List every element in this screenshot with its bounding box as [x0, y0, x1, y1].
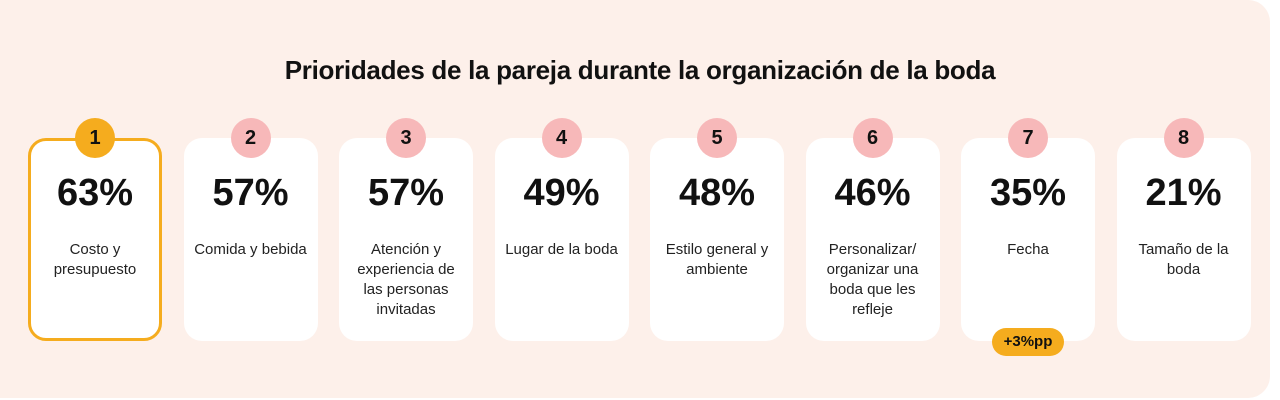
- percent-value: 57%: [367, 172, 445, 214]
- percent-value: 57%: [212, 172, 289, 214]
- page-title: Prioridades de la pareja durante la orga…: [284, 55, 996, 85]
- rank-badge: 5: [697, 118, 737, 158]
- priority-label: Fecha: [1007, 241, 1049, 258]
- percent-value: 46%: [834, 172, 911, 214]
- percent-value: 21%: [1145, 172, 1222, 214]
- priority-label: Tamaño de la boda: [1138, 241, 1229, 278]
- priority-label: Lugar de la boda: [505, 241, 618, 258]
- rank-badge: 8: [1163, 118, 1204, 158]
- priority-card: 4 49% Lugar de la boda: [494, 118, 629, 341]
- rank-badge: 6: [852, 118, 893, 158]
- rank-badge: 7: [1008, 118, 1048, 158]
- priority-card: 2 57% Comida y bebida: [183, 118, 318, 341]
- priority-card: 8 21% Tamaño de la boda: [1116, 118, 1251, 341]
- priority-label: Atención y experiencia de las personas i…: [357, 241, 455, 318]
- priority-label: Comida y bebida: [194, 241, 307, 258]
- priority-card: 3 57% Atención y experiencia de las pers…: [339, 118, 473, 341]
- priority-label: Costo y presupuesto: [53, 241, 137, 278]
- priority-card: 6 46% Personalizar/ organizar una boda q…: [805, 118, 940, 341]
- percent-value: 35%: [989, 172, 1067, 214]
- priority-card: 7 35% Fecha +3%pp: [961, 118, 1095, 356]
- priority-card: 1 63% Costo y presupuesto: [28, 118, 162, 341]
- percent-value: 49%: [523, 172, 600, 214]
- percent-value: 63%: [56, 172, 134, 214]
- priority-card: 5 48% Estilo general y ambiente: [650, 118, 784, 341]
- rank-badge: 2: [230, 118, 271, 158]
- priority-label: Personalizar/ organizar una boda que les…: [826, 241, 919, 318]
- percent-value: 48%: [678, 172, 756, 214]
- rank-badge: 4: [541, 118, 582, 158]
- rank-badge: 1: [75, 118, 115, 158]
- priority-label: Estilo general y ambiente: [665, 241, 769, 278]
- rank-badge: 3: [386, 118, 426, 158]
- delta-badge: +3%pp: [992, 328, 1064, 356]
